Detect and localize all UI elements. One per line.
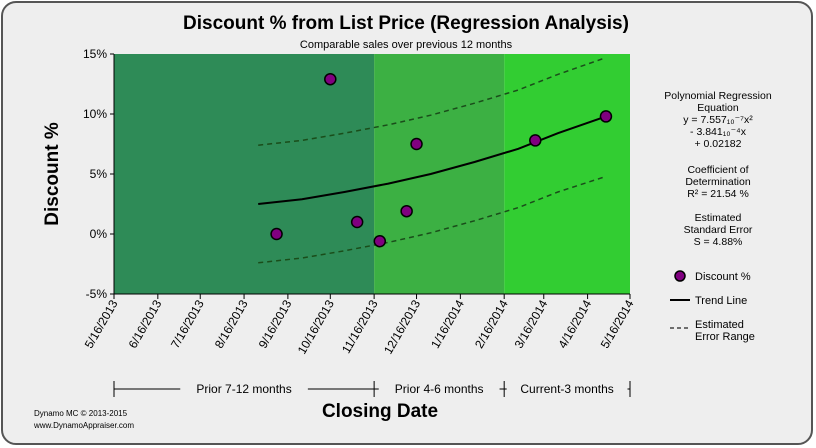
stats-r2-heading-line1: Coefficient of (687, 164, 748, 176)
stats-heading-line2: Equation (697, 102, 739, 114)
data-point-0 (270, 227, 283, 241)
data-point-3 (373, 234, 387, 248)
stats-r2-value: R² = 21.54 % (687, 188, 749, 200)
legend: Discount % Trend Line Estimated Error Ra… (670, 270, 755, 343)
legend-label-error-line2: Error Range (695, 331, 755, 343)
stats-se-heading-line2: Standard Error (684, 224, 753, 236)
period-label-0: Prior 7-12 months (196, 382, 291, 396)
band-0 (114, 54, 375, 294)
band-1 (374, 54, 505, 294)
y-tick-label: 5% (90, 167, 108, 181)
data-point-5 (410, 137, 423, 151)
period-label-1: Prior 4-6 months (395, 382, 484, 396)
y-tick-label: -5% (86, 287, 108, 301)
period-labels: Prior 7-12 months Prior 4-6 months Current… (113, 381, 631, 397)
error-range-line-1 (258, 56, 607, 146)
y-tick-label: 15% (83, 47, 107, 61)
stats-se-value: S = 4.88% (694, 236, 743, 248)
period-label-2: Current-3 months (520, 382, 613, 396)
footer-copyright: Dynamo MC © 2013-2015 (34, 409, 128, 418)
error-range-line-2 (258, 175, 607, 264)
y-tick-label: 10% (83, 107, 107, 121)
y-axis-title: Discount % (42, 122, 63, 226)
legend-label-discount: Discount % (695, 271, 751, 283)
stats-heading-line1: Polynomial Regression (664, 90, 772, 102)
stats-equation-line1: y = 7.557₁₀⁻⁷x² (683, 114, 753, 126)
regression-stats: Polynomial Regression Equation y = 7.557… (664, 90, 772, 248)
data-point-2 (350, 215, 364, 229)
legend-label-error-line1: Estimated (695, 319, 744, 331)
stats-se-heading-line1: Estimated (695, 212, 742, 224)
data-point-7 (599, 110, 613, 123)
footer-website: www.DynamoAppraiser.com (33, 421, 134, 430)
y-tick-label: 0% (90, 227, 108, 241)
chart-subtitle: Comparable sales over previous 12 months (300, 39, 513, 51)
legend-point-icon (674, 270, 686, 282)
chart-title: Discount % from List Price (Regression A… (183, 13, 629, 34)
trend-line (258, 115, 607, 205)
period-bands (114, 54, 630, 294)
stats-r2-heading-line2: Determination (685, 176, 751, 188)
data-point-1 (324, 72, 337, 86)
data-point-6 (529, 134, 542, 147)
band-2 (504, 54, 630, 294)
legend-label-trend: Trend Line (695, 295, 747, 307)
stats-equation-line3: + 0.02182 (694, 138, 741, 150)
stats-equation-line2: - 3.841₁₀⁻⁴x (690, 126, 747, 138)
series-layer (258, 56, 613, 264)
data-point-4 (400, 204, 413, 218)
x-axis-title: Closing Date (322, 401, 438, 422)
